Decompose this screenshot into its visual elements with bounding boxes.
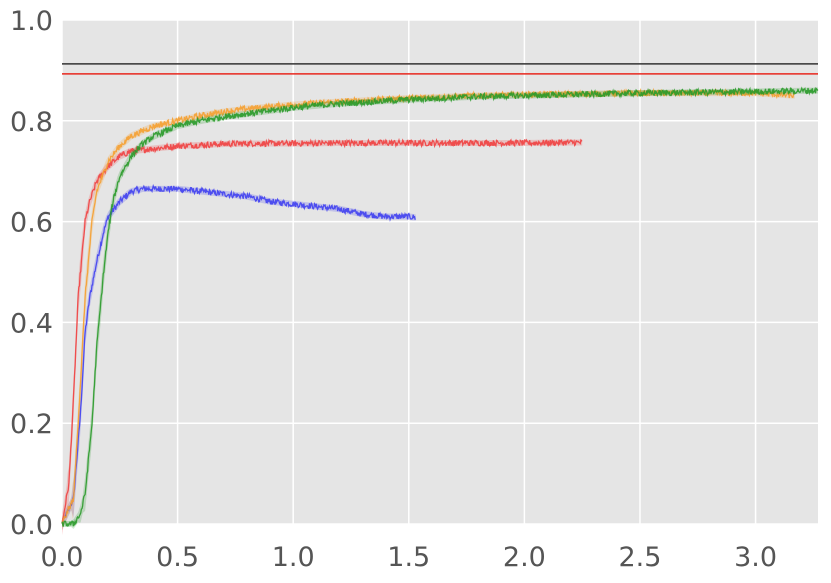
x-tick-label: 0.0 xyxy=(41,542,84,573)
x-tick-label: 2.0 xyxy=(503,542,546,573)
series-line xyxy=(61,137,583,524)
x-tick-label: 1.0 xyxy=(272,542,315,573)
grid xyxy=(61,19,818,525)
series-line xyxy=(61,183,416,526)
y-tick-label: 0.4 xyxy=(10,308,53,339)
series-1 xyxy=(61,137,583,536)
plot-background xyxy=(62,20,818,524)
series-3 xyxy=(61,86,819,529)
tick-labels: 0.0 0.5 1.0 1.5 2.0 2.5 3.0 0.0 0.2 0.4 0.6 0.8 1.0 xyxy=(10,6,777,573)
y-tick-label: 0.2 xyxy=(10,409,53,440)
y-tick-label: 0.8 xyxy=(10,107,53,138)
y-tick-label: 1.0 xyxy=(10,6,53,37)
x-tick-label: 0.5 xyxy=(156,542,199,573)
series-0 xyxy=(61,183,416,531)
y-tick-label: 0.6 xyxy=(10,208,53,239)
x-tick-label: 3.0 xyxy=(734,542,777,573)
y-tick-label: 0.0 xyxy=(10,510,53,541)
x-tick-label: 2.5 xyxy=(619,542,662,573)
reference-lines xyxy=(62,63,818,75)
series-line xyxy=(61,86,819,527)
x-tick-label: 1.5 xyxy=(387,542,430,573)
series-group xyxy=(61,86,819,536)
